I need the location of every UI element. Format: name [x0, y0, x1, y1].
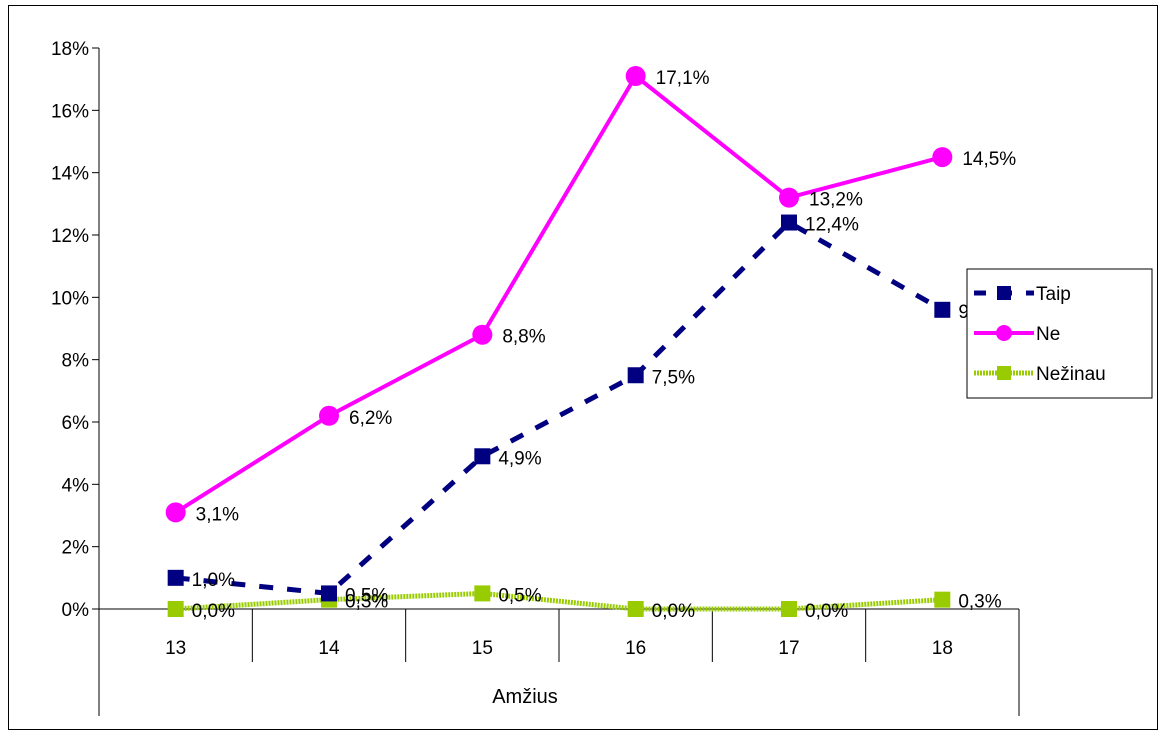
data-point — [474, 585, 491, 602]
series — [165, 66, 953, 617]
x-axis-title: Amžius — [492, 686, 558, 708]
data-point — [627, 601, 644, 617]
y-tick-label: 18% — [51, 39, 89, 60]
data-label: 17,1% — [656, 68, 710, 89]
legend-label: Ne — [1036, 324, 1060, 345]
data-point — [625, 66, 646, 87]
data-point — [932, 147, 953, 168]
data-label: 0,3% — [345, 592, 388, 613]
data-point — [781, 214, 797, 231]
data-label: 0,5% — [345, 585, 388, 606]
data-label: 14,5% — [962, 149, 1016, 170]
data-label: 0,0% — [652, 601, 695, 622]
y-tick-label: 16% — [51, 101, 89, 122]
data-label: 0,0% — [805, 601, 848, 622]
data-point — [781, 601, 797, 617]
data-point — [474, 448, 491, 465]
data-point — [167, 601, 184, 617]
y-tick-label: 8% — [62, 351, 90, 372]
y-tick-label: 0% — [62, 600, 90, 621]
data-label: 13,2% — [809, 190, 863, 211]
data-label: 1,0% — [192, 570, 235, 591]
legend-swatch-marker — [997, 286, 1011, 300]
x-tick-label: 14 — [318, 638, 340, 659]
y-tick-label: 6% — [62, 413, 90, 434]
data-label: 4,9% — [498, 448, 541, 469]
legend-swatch-marker — [996, 325, 1012, 341]
legend-swatch-marker — [997, 366, 1011, 380]
legend-label: Taip — [1036, 284, 1071, 305]
x-tick-label: 13 — [165, 638, 186, 659]
data-label: 6,2% — [349, 408, 392, 429]
data-point — [321, 585, 337, 602]
y-tick-label: 10% — [51, 288, 89, 309]
series-line-ne — [174, 73, 943, 515]
data-label: 12,4% — [805, 215, 859, 236]
x-tick-label: 15 — [472, 638, 493, 659]
data-label: 8,8% — [502, 327, 545, 348]
y-tick-label: 2% — [62, 538, 90, 559]
data-point — [167, 569, 184, 586]
x-tick-label: 18 — [932, 638, 953, 659]
y-tick-label: 14% — [51, 164, 89, 185]
data-point — [934, 301, 951, 318]
x-tick-label: 17 — [778, 638, 799, 659]
data-point — [627, 367, 644, 384]
data-label: 0,3% — [958, 592, 1001, 613]
data-label: 7,5% — [652, 367, 695, 388]
data-point — [779, 187, 799, 208]
data-point — [934, 591, 951, 608]
legend-label: Nežinau — [1036, 364, 1106, 385]
data-label: 3,1% — [196, 504, 239, 525]
x-tick-label: 16 — [625, 638, 646, 659]
y-axis: 0% 2% 4% 6% 8% 10% 12% 14% 16% 18% — [51, 39, 100, 621]
series-line-taip — [175, 219, 944, 597]
x-axis: 13 14 15 16 17 18 — [98, 608, 1020, 716]
series-line-nežinau — [175, 590, 943, 612]
data-point — [165, 502, 186, 523]
data-label: 0,5% — [498, 585, 541, 606]
data-label: 0,0% — [192, 601, 235, 622]
data-point — [319, 405, 339, 426]
data-point — [472, 324, 493, 345]
legend: Taip Ne Nežinau — [966, 268, 1153, 399]
y-tick-label: 4% — [62, 475, 90, 496]
line-chart: 0% 2% 4% 6% 8% 10% 12% 14% 16% 18% 13 14 15 16 17 18 1… — [51, 39, 1153, 716]
y-tick-label: 12% — [51, 226, 89, 247]
data-labels: 1,0%0,5%4,9%7,5%12,4%9,6%3,1%6,2%8,8%17,… — [192, 68, 1017, 622]
chart-frame: 0% 2% 4% 6% 8% 10% 12% 14% 16% 18% 13 14 15 16 17 18 1… — [8, 5, 1158, 730]
